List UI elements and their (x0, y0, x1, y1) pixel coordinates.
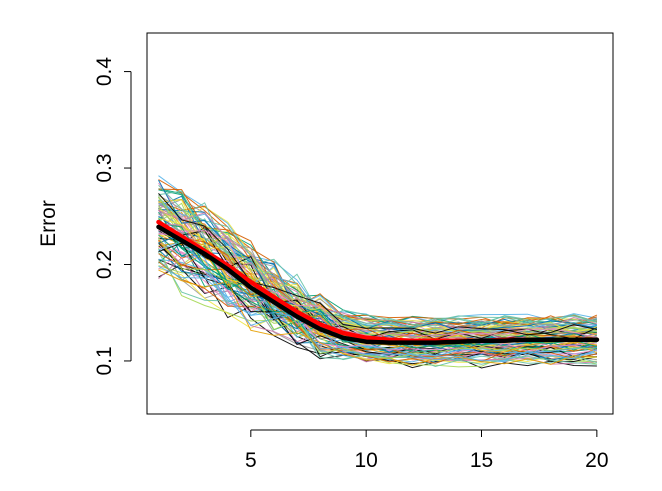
x-tick-label: 20 (585, 449, 608, 472)
background-series-line (158, 199, 598, 326)
y-tick-label: 0.2 (93, 250, 116, 279)
background-series-line (158, 192, 598, 336)
background-series-line (158, 190, 598, 328)
background-series-line (158, 217, 598, 336)
y-axis-title: Error (37, 200, 60, 247)
background-series-line (158, 237, 597, 359)
x-axis: 5 10 15 20 (245, 429, 609, 472)
background-series-line (158, 259, 598, 365)
black-summary-line (156, 224, 600, 345)
background-series-line (158, 265, 598, 362)
y-tick-label: 0.4 (93, 57, 116, 87)
background-series-line (158, 226, 597, 356)
background-series-line (158, 194, 597, 330)
y-tick-label: 0.3 (93, 153, 116, 182)
background-series-line (158, 184, 597, 327)
y-axis: 0.1 0.2 0.3 0.4 (93, 57, 132, 376)
y-tick-label: 0.1 (93, 346, 116, 375)
plot-frame (146, 32, 614, 415)
summary-series-group (156, 219, 600, 345)
x-tick-label: 15 (470, 449, 493, 472)
background-series-line (158, 179, 598, 332)
x-tick-label: 5 (245, 449, 257, 472)
background-series-line (158, 268, 597, 365)
background-series-line (158, 269, 597, 366)
background-series-line (158, 213, 597, 339)
x-tick-label: 10 (354, 449, 377, 472)
